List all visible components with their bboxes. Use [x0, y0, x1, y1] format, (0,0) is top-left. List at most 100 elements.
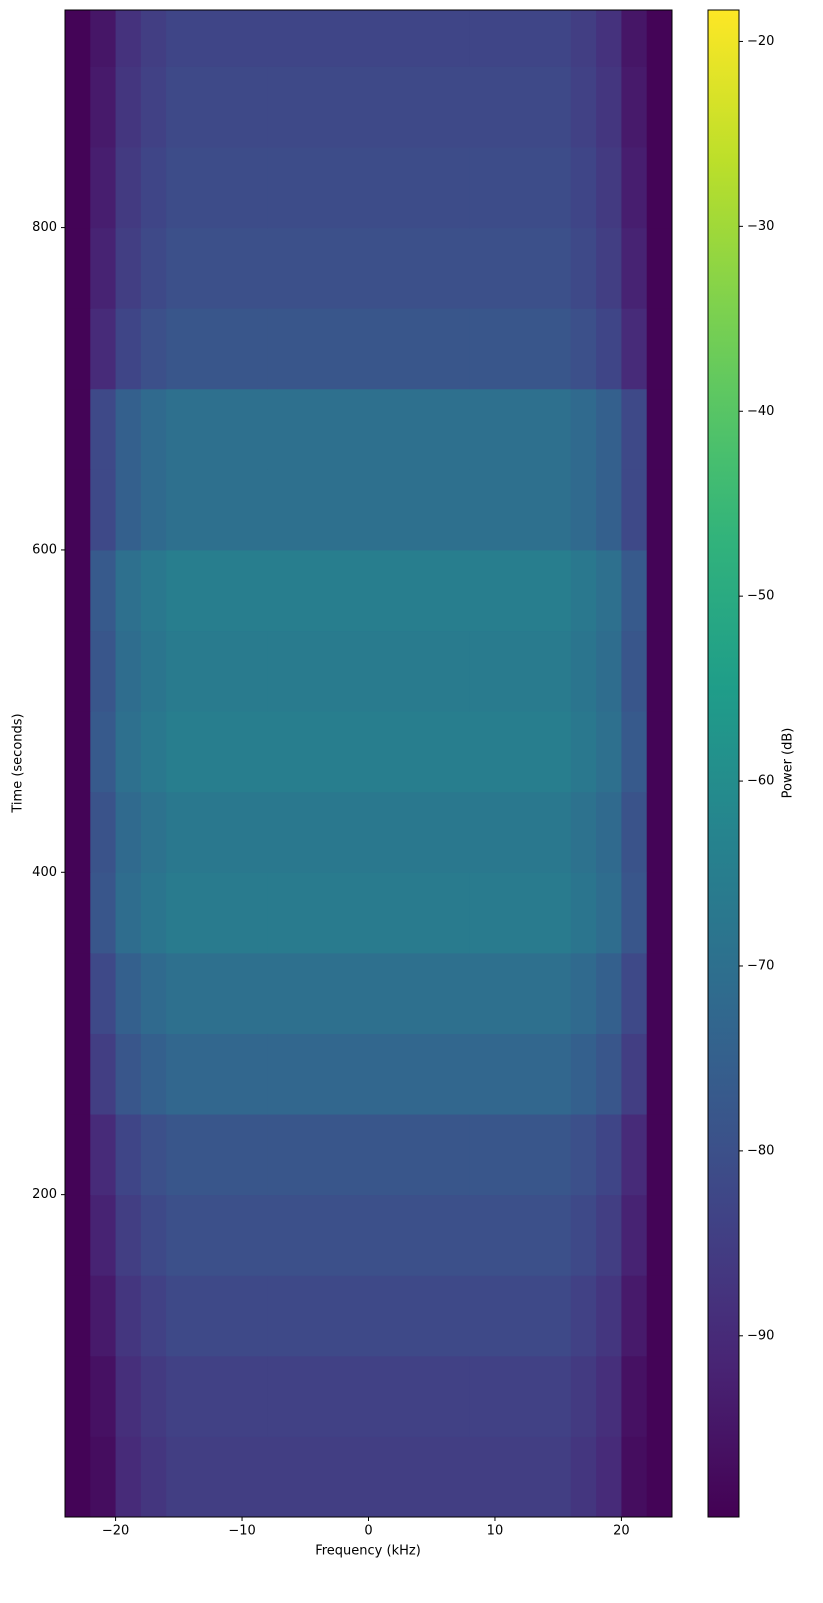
heatmap-cell [115, 469, 142, 551]
heatmap-cell [65, 1194, 91, 1276]
heatmap-cell [65, 791, 91, 873]
heatmap-cell [621, 1194, 648, 1276]
heatmap-cell [596, 1033, 622, 1115]
heatmap-cell [90, 147, 117, 229]
heatmap-cell [368, 791, 471, 873]
heatmap-cell [140, 1194, 167, 1276]
heatmap-cell [368, 1275, 471, 1357]
heatmap-cell [621, 1275, 648, 1357]
heatmap-cell [469, 1355, 572, 1437]
heatmap-cell [65, 469, 91, 551]
colorbar [707, 9, 740, 1518]
heatmap-cell [90, 1114, 117, 1196]
heatmap-cell [646, 1436, 673, 1518]
heatmap-cell [646, 952, 673, 1034]
heatmap-cell [646, 388, 673, 470]
heatmap-cell [368, 872, 471, 954]
heatmap-cell [267, 872, 369, 954]
heatmap-cell [115, 549, 142, 632]
heatmap-cell [267, 711, 369, 793]
heatmap-cell [621, 1436, 648, 1518]
heatmap-cell [140, 791, 167, 873]
heatmap-cell [166, 791, 268, 873]
heatmap-cell [65, 10, 91, 67]
heatmap-cell [621, 227, 648, 309]
heatmap-cell [570, 630, 597, 712]
heatmap-cell [469, 872, 572, 954]
heatmap-cell [115, 147, 142, 229]
heatmap-cell [621, 1114, 648, 1196]
heatmap-cell [65, 1033, 91, 1115]
heatmap-cell [368, 1114, 471, 1196]
heatmap-cell [596, 630, 622, 712]
heatmap-cell [469, 227, 572, 309]
colorbar-tick-label: −80 [747, 1143, 774, 1158]
heatmap-cell [115, 711, 142, 793]
heatmap-cell [267, 791, 369, 873]
heatmap-cell [90, 1355, 117, 1437]
heatmap-cell [166, 549, 268, 632]
heatmap-cell [570, 1275, 597, 1357]
y-tick-label: 800 [32, 220, 57, 235]
heatmap-cell [140, 469, 167, 551]
heatmap-cell [646, 711, 673, 793]
heatmap-cell [570, 10, 597, 67]
heatmap-cell [596, 1194, 622, 1276]
heatmap-cell [90, 549, 117, 632]
x-tick-label: 20 [613, 1524, 630, 1539]
heatmap-cell [90, 791, 117, 873]
heatmap-cell [621, 791, 648, 873]
heatmap-cell [166, 308, 268, 390]
heatmap-cell [115, 1194, 142, 1276]
heatmap-cell [621, 469, 648, 551]
heatmap-cell [646, 630, 673, 712]
heatmap-cell [90, 1275, 117, 1357]
heatmap-cell [166, 388, 268, 470]
colorbar-tick-label: −70 [747, 958, 774, 973]
heatmap-cell [646, 872, 673, 954]
heatmap-cell [646, 147, 673, 229]
heatmap-cell [65, 952, 91, 1034]
heatmap-cell [65, 630, 91, 712]
heatmap-cell [570, 549, 597, 632]
heatmap-cell [267, 1275, 369, 1357]
heatmap-cell [596, 388, 622, 470]
heatmap-cell [267, 1355, 369, 1437]
heatmap-cell [166, 227, 268, 309]
heatmap-cell [646, 10, 673, 67]
x-tick-label: −20 [102, 1524, 129, 1539]
heatmap-cell [621, 1033, 648, 1115]
heatmap-cell [596, 711, 622, 793]
heatmap-cell [65, 66, 91, 148]
heatmap-cell [166, 147, 268, 229]
heatmap-cell [140, 1033, 167, 1115]
heatmap-cell [140, 711, 167, 793]
heatmap-cell [368, 1194, 471, 1276]
heatmap-cell [140, 630, 167, 712]
heatmap-cell [469, 1436, 572, 1518]
heatmap-cell [368, 469, 471, 551]
heatmap-cell [166, 1436, 268, 1518]
heatmap-cell [267, 630, 369, 712]
heatmap-cell [368, 630, 471, 712]
heatmap-cell [267, 1194, 369, 1276]
heatmap-cell [267, 1114, 369, 1196]
heatmap-cell [140, 549, 167, 632]
heatmap-cell [115, 1275, 142, 1357]
heatmap-cell [90, 1194, 117, 1276]
heatmap-cell [267, 10, 369, 67]
heatmap-cell [646, 549, 673, 632]
heatmap-cell [570, 227, 597, 309]
heatmap-cell [621, 10, 648, 67]
heatmap-cell [140, 227, 167, 309]
heatmap-cell [166, 1194, 268, 1276]
heatmap-cell [596, 549, 622, 632]
heatmap-cell [469, 10, 572, 67]
heatmap-cell [90, 952, 117, 1034]
heatmap-cell [469, 388, 572, 470]
heatmap-cell [621, 388, 648, 470]
colorbar-tick-label: −40 [747, 404, 774, 419]
heatmap-cell [166, 1033, 268, 1115]
heatmap-cell [596, 1355, 622, 1437]
heatmap-cell [90, 227, 117, 309]
